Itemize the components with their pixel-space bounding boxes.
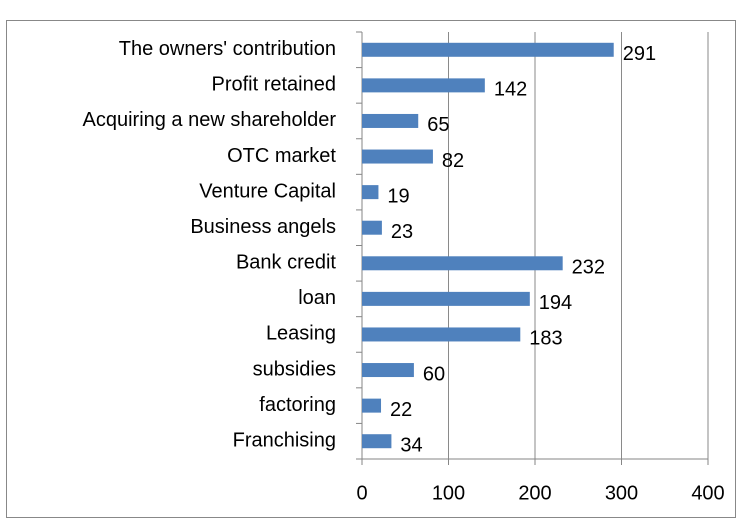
- y-tick-label: Venture Capital: [199, 180, 336, 202]
- bar: [362, 185, 379, 200]
- y-tick-label: Bank credit: [236, 252, 336, 274]
- bar: [362, 363, 414, 378]
- y-tick-label: factoring: [259, 394, 336, 416]
- value-label: 291: [623, 43, 656, 65]
- bar: [362, 434, 392, 449]
- y-tick-label: Leasing: [266, 323, 336, 345]
- value-label: 232: [572, 257, 605, 279]
- value-label: 65: [427, 114, 449, 136]
- value-label: 60: [423, 363, 445, 385]
- bar: [362, 291, 530, 306]
- bar: [362, 42, 614, 57]
- x-tick-label: 400: [691, 482, 724, 504]
- x-tick-label: 100: [432, 482, 465, 504]
- y-tick-label: Profit retained: [211, 74, 336, 96]
- bar: [362, 256, 563, 271]
- x-tick-label: 0: [356, 482, 367, 504]
- x-tick-label: 200: [518, 482, 551, 504]
- bar: [362, 398, 382, 413]
- y-tick-label: subsidies: [253, 358, 336, 380]
- value-label: 82: [442, 150, 464, 172]
- value-label: 34: [400, 434, 422, 456]
- value-label: 183: [529, 328, 562, 350]
- bar: [362, 149, 433, 164]
- value-label: 19: [387, 185, 409, 207]
- x-tick-label: 300: [605, 482, 638, 504]
- y-tick-label: Business angels: [190, 216, 336, 238]
- value-label: 23: [391, 221, 413, 243]
- value-label: 194: [539, 292, 572, 314]
- y-tick-label: Franchising: [233, 429, 336, 451]
- y-tick-label: The owners' contribution: [119, 38, 336, 60]
- bar: [362, 78, 485, 93]
- y-tick-label: OTC market: [227, 145, 336, 167]
- value-label: 142: [494, 79, 527, 101]
- value-label: 22: [390, 399, 412, 421]
- y-tick-label: loan: [298, 287, 336, 309]
- y-tick-label: Acquiring a new shareholder: [83, 109, 337, 131]
- bar: [362, 220, 382, 235]
- bar: [362, 327, 521, 342]
- bar: [362, 113, 419, 128]
